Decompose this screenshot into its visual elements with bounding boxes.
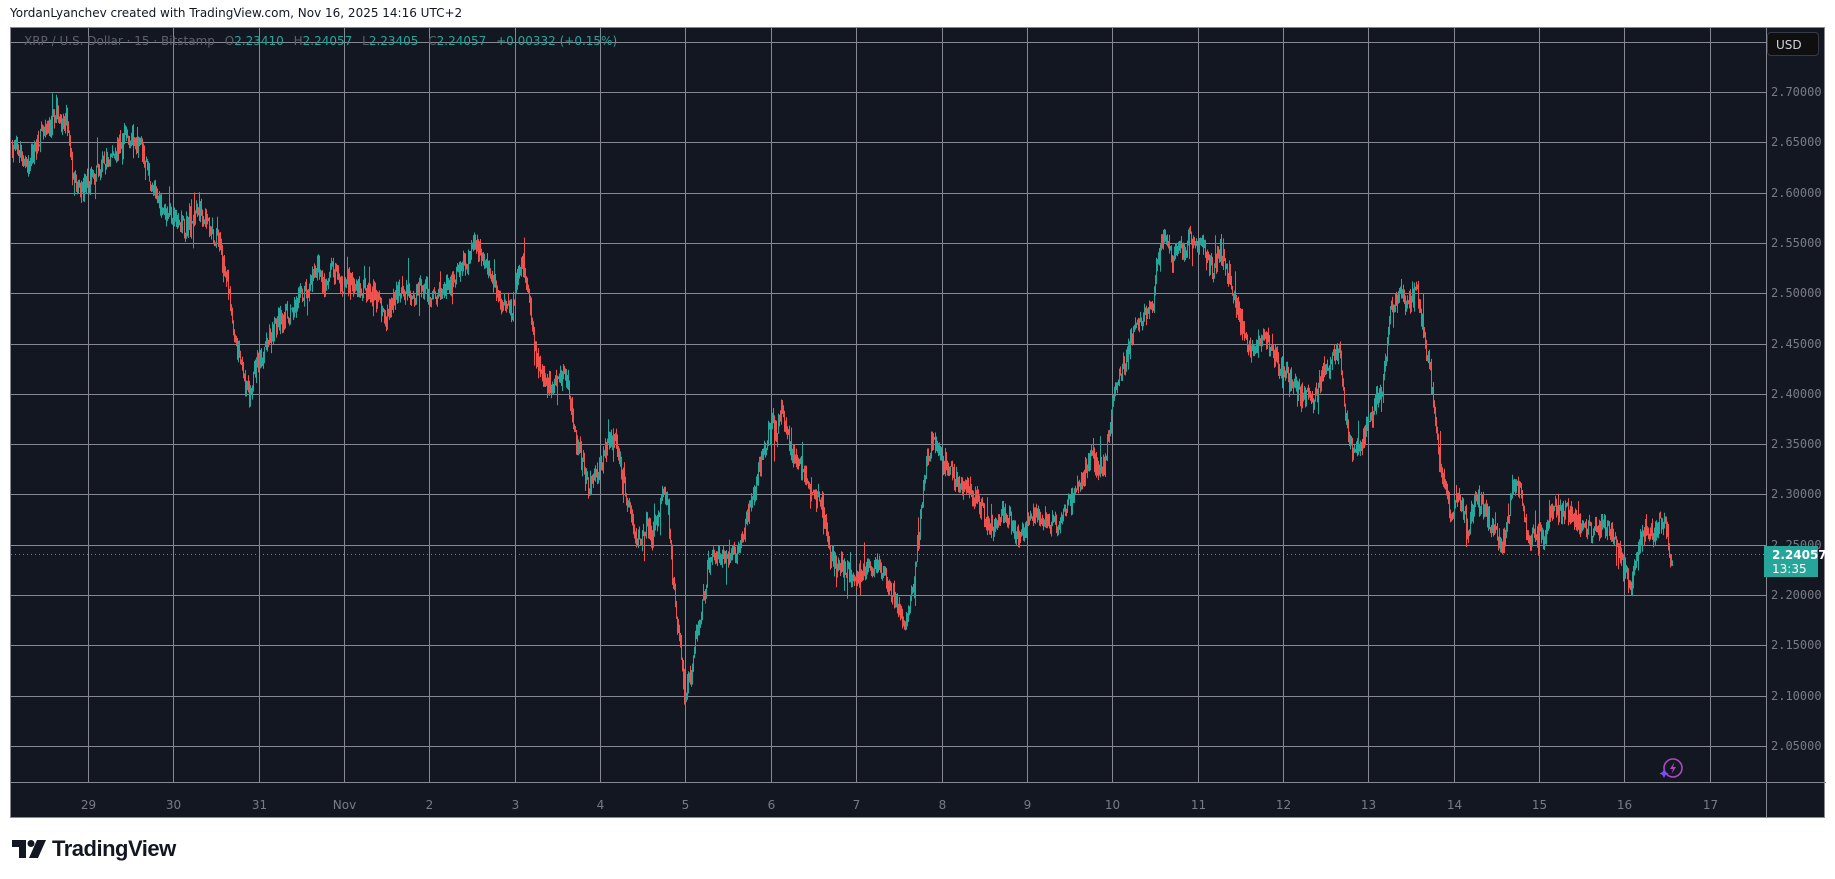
time-tick-label: 30 (165, 798, 182, 812)
price-tick-label: 2.60000 (1771, 185, 1822, 200)
low-label: L (362, 34, 369, 48)
close-label: C (428, 34, 437, 48)
chart-legend: XRP / U.S. Dollar · 15 · Bitstamp O2.234… (24, 34, 617, 48)
time-tick-label: 14 (1446, 798, 1463, 812)
time-tick-label: 15 (1531, 798, 1548, 812)
close-value: 2.24057 (436, 34, 487, 48)
time-tick-label: 17 (1702, 798, 1719, 812)
price-tick-label: 2.40000 (1771, 386, 1822, 401)
price-tick-label: 2.45000 (1771, 336, 1822, 351)
brand-name: TradingView (52, 836, 176, 861)
time-tick-label: 31 (251, 798, 268, 812)
price-tick-label: 2.70000 (1771, 84, 1822, 99)
symbol-label[interactable]: XRP / U.S. Dollar · 15 · Bitstamp (24, 34, 215, 48)
price-tick-label: 2.20000 (1771, 587, 1822, 602)
time-tick-label: 8 (938, 798, 947, 812)
price-tick-label: 2.10000 (1771, 688, 1822, 703)
time-tick-label: 3 (511, 798, 520, 812)
time-tick-label: 2 (425, 798, 434, 812)
low-value: 2.23405 (368, 34, 419, 48)
time-tick-label: 7 (852, 798, 861, 812)
time-tick-label: 11 (1190, 798, 1207, 812)
high-label: H (293, 34, 303, 48)
price-tick-label: 2.55000 (1771, 235, 1822, 250)
currency-button[interactable]: USD (1767, 32, 1819, 56)
chart-caption: YordanLyanchev created with TradingView.… (10, 6, 463, 20)
time-tick-label: 10 (1104, 798, 1121, 812)
change-value: +0.00332 (+0.15%) (496, 34, 618, 48)
time-tick-label: 29 (80, 798, 97, 812)
last-price-label: 2.24057 13:35 (1764, 546, 1827, 577)
tradingview-logo-icon (12, 840, 46, 858)
price-tick-label: 2.05000 (1771, 738, 1822, 753)
price-tick-label: 2.35000 (1771, 436, 1822, 451)
time-tick-label: 9 (1023, 798, 1032, 812)
chart-panel[interactable] (10, 27, 1825, 818)
lightning-icon[interactable] (1658, 757, 1684, 781)
time-tick-label: 6 (767, 798, 776, 812)
time-tick-label: 12 (1275, 798, 1292, 812)
tradingview-logo[interactable]: TradingView (12, 836, 176, 862)
price-tick-label: 2.15000 (1771, 637, 1822, 652)
time-tick-label: 4 (596, 798, 605, 812)
last-price-value: 2.24057 (1772, 548, 1827, 562)
open-label: O (224, 34, 235, 48)
price-tick-label: 2.30000 (1771, 486, 1822, 501)
time-tick-label: 16 (1616, 798, 1633, 812)
open-value: 2.23410 (234, 34, 284, 48)
high-value: 2.24057 (302, 34, 353, 48)
time-tick-label: 13 (1360, 798, 1377, 812)
price-tick-label: 2.65000 (1771, 134, 1822, 149)
bar-countdown: 13:35 (1772, 562, 1807, 576)
price-tick-label: 2.50000 (1771, 285, 1822, 300)
candles (12, 93, 1673, 706)
time-tick-label: 5 (681, 798, 690, 812)
time-tick-label: Nov (332, 798, 357, 812)
